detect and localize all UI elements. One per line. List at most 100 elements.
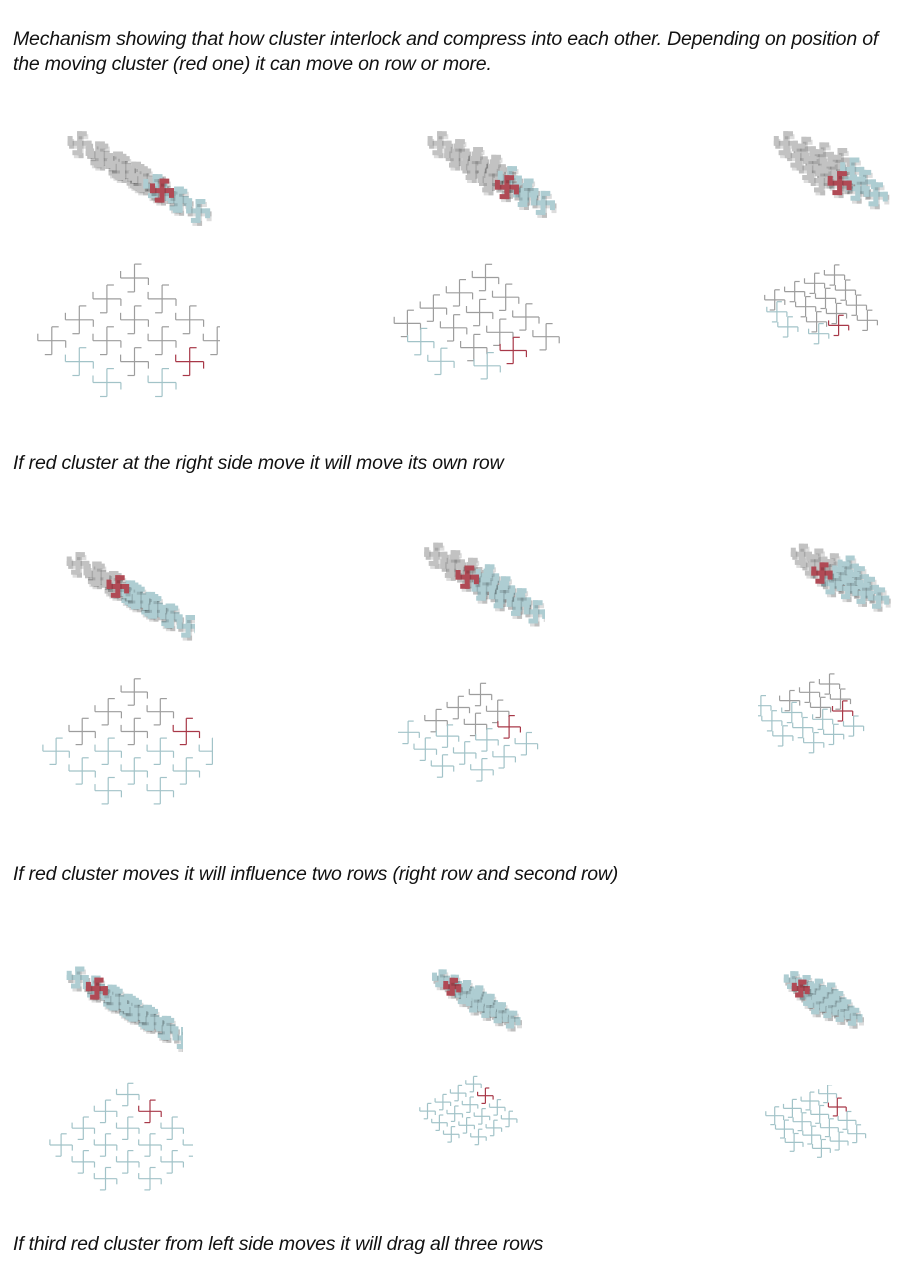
row2-moving-outline xyxy=(398,680,548,825)
red-cluster xyxy=(150,178,176,206)
blue-cluster xyxy=(442,1126,460,1143)
grey-cluster xyxy=(803,272,826,294)
blue-cluster xyxy=(458,1117,475,1134)
blue-cluster xyxy=(470,1128,487,1146)
row3-moving-outline xyxy=(395,1075,545,1175)
blue-cluster xyxy=(172,757,201,785)
grey-cluster xyxy=(120,347,149,377)
grey-cluster xyxy=(784,280,806,303)
blue-cluster xyxy=(431,1114,448,1131)
row1-compressed-outline xyxy=(763,260,893,410)
blue-cluster xyxy=(473,1108,491,1125)
row2-moving-render xyxy=(405,530,545,665)
blue-cluster xyxy=(146,776,175,805)
blue-cluster xyxy=(434,1093,452,1111)
blue-cluster xyxy=(68,757,96,785)
grey-cluster xyxy=(486,318,514,346)
grey-cluster xyxy=(37,326,67,356)
blue-cluster xyxy=(160,1116,184,1140)
blue-cluster xyxy=(802,1125,822,1145)
row2-initial-outline xyxy=(38,675,213,845)
red-cluster xyxy=(106,575,131,601)
blue-cluster xyxy=(71,1150,96,1174)
grey-cluster xyxy=(120,717,148,746)
blue-cluster xyxy=(837,1110,857,1130)
blue-cluster xyxy=(800,1091,820,1111)
red-cluster xyxy=(831,700,854,722)
grey-cluster xyxy=(68,717,96,746)
blue-cluster xyxy=(160,1150,184,1174)
cluster-diagram xyxy=(765,1085,867,1158)
grey-cluster xyxy=(460,333,488,362)
red-cluster xyxy=(138,1099,162,1124)
row1-moving-outline xyxy=(392,260,562,435)
blue-cluster xyxy=(64,347,94,377)
blue-cluster xyxy=(808,323,830,345)
red-cluster xyxy=(811,562,835,587)
blue-cluster xyxy=(120,757,148,785)
row3-compressed-render xyxy=(765,965,890,1060)
grey-cluster xyxy=(419,294,448,322)
blue-cluster xyxy=(430,754,455,778)
grey-cluster xyxy=(465,298,494,327)
blue-cluster xyxy=(514,731,539,756)
row3-caption: If third red cluster from left side move… xyxy=(13,1233,544,1255)
blue-cluster xyxy=(126,586,151,613)
grey-cluster xyxy=(463,712,488,737)
blue-cluster xyxy=(492,744,516,769)
grey-cluster xyxy=(798,681,821,703)
grey-cluster xyxy=(202,326,220,356)
grey-cluster xyxy=(120,263,149,293)
cluster-diagram xyxy=(783,971,864,1029)
blue-cluster xyxy=(502,1010,522,1032)
red-cluster xyxy=(827,1097,847,1117)
row1-initial-outline xyxy=(30,260,220,440)
cluster-diagram xyxy=(773,131,890,210)
blue-cluster xyxy=(115,1150,140,1174)
grey-cluster xyxy=(809,696,832,719)
blue-cluster xyxy=(473,352,501,380)
grey-cluster xyxy=(818,673,841,695)
blue-cluster xyxy=(488,1099,506,1116)
blue-cluster xyxy=(812,708,834,730)
blue-cluster xyxy=(781,701,803,724)
grey-cluster xyxy=(146,698,175,726)
grey-cluster xyxy=(424,708,448,733)
row1-caption: If red cluster at the right side move it… xyxy=(13,452,504,474)
blue-cluster xyxy=(803,732,825,754)
red-cluster xyxy=(455,565,481,592)
cluster-diagram xyxy=(37,263,220,398)
blue-cluster xyxy=(782,1098,802,1118)
blue-cluster xyxy=(863,182,890,210)
cluster-diagram xyxy=(66,966,183,1052)
blue-cluster xyxy=(470,758,494,782)
grey-cluster xyxy=(439,314,468,342)
grey-cluster xyxy=(120,305,149,335)
grey-cluster xyxy=(829,688,852,710)
red-cluster xyxy=(172,717,201,746)
blue-cluster xyxy=(398,720,420,745)
row1-moving-render xyxy=(400,118,580,258)
blue-cluster xyxy=(818,1085,838,1104)
blue-cluster xyxy=(115,1082,140,1107)
grey-cluster xyxy=(532,323,560,351)
blue-cluster xyxy=(844,1007,864,1029)
row3-moving-render xyxy=(415,962,535,1057)
blue-cluster xyxy=(198,737,213,765)
blue-cluster xyxy=(94,776,122,805)
grey-cluster xyxy=(64,305,94,335)
blue-cluster xyxy=(465,1075,482,1093)
grey-cluster xyxy=(120,678,148,706)
intro-description: Mechanism showing that how cluster inter… xyxy=(13,28,879,75)
blue-cluster xyxy=(461,1096,479,1113)
red-cluster xyxy=(85,977,110,1003)
blue-cluster xyxy=(761,710,783,732)
row3-initial-outline xyxy=(48,1080,193,1225)
blue-cluster xyxy=(475,728,499,752)
blue-cluster xyxy=(42,737,70,765)
grey-cluster xyxy=(147,284,177,314)
blue-cluster xyxy=(777,316,799,338)
blue-cluster xyxy=(138,1166,162,1191)
cluster-diagram xyxy=(790,543,891,612)
blue-cluster xyxy=(485,1119,503,1137)
